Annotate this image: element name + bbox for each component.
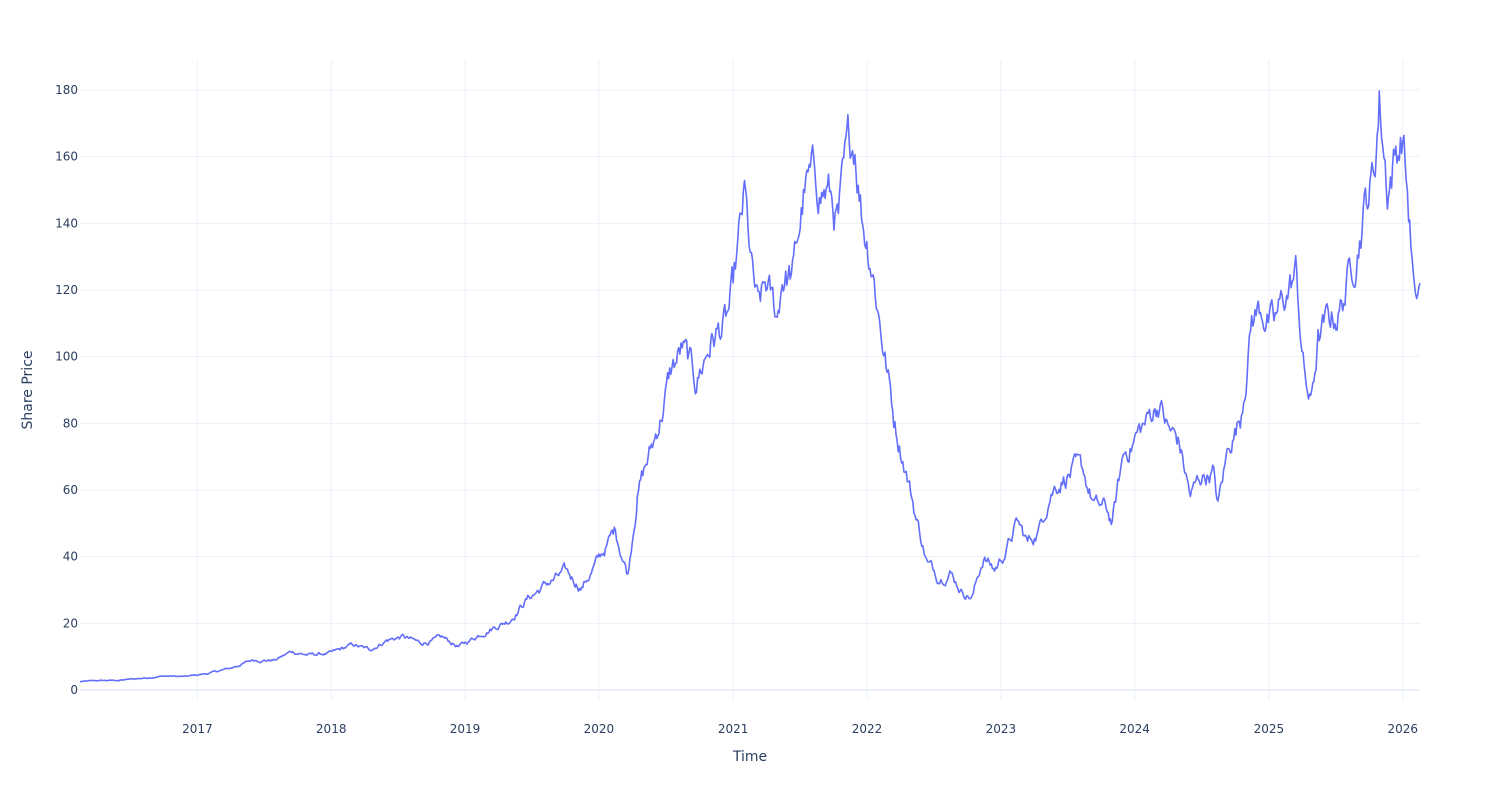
y-axis-title: Share Price xyxy=(20,350,36,429)
y-tick-label: 160 xyxy=(55,150,78,164)
x-tick-label: 2023 xyxy=(986,722,1017,736)
y-tick-label: 80 xyxy=(63,416,78,430)
x-tick-label: 2022 xyxy=(852,722,883,736)
price-series-line xyxy=(80,90,1421,683)
x-tick-label: 2020 xyxy=(584,722,615,736)
y-tick-label: 60 xyxy=(63,483,78,497)
y-tick-label: 0 xyxy=(70,683,78,697)
x-tick-label: 2024 xyxy=(1119,722,1150,736)
x-tick-label: 2026 xyxy=(1387,722,1418,736)
y-tick-label: 140 xyxy=(55,216,78,230)
x-axis-ticks: 2017 2018 2019 2020 2021 2022 2023 2024 2025 2026 xyxy=(182,722,1418,736)
x-tick-label: 2018 xyxy=(316,722,347,736)
series-line-layer xyxy=(80,90,1421,683)
y-axis-ticks: 0 20 40 60 80 100 120 140 160 180 xyxy=(55,83,78,697)
y-tick-label: 180 xyxy=(55,83,78,97)
y-tick-label: 20 xyxy=(63,616,78,630)
x-tick-label: 2019 xyxy=(450,722,481,736)
y-tick-label: 40 xyxy=(63,550,78,564)
x-tick-label: 2017 xyxy=(182,722,213,736)
x-tick-label: 2025 xyxy=(1254,722,1285,736)
y-tick-label: 100 xyxy=(55,350,78,364)
x-axis-title: Time xyxy=(732,749,767,765)
x-tick-label: 2021 xyxy=(718,722,749,736)
grid xyxy=(80,60,1420,700)
y-tick-label: 120 xyxy=(55,283,78,297)
